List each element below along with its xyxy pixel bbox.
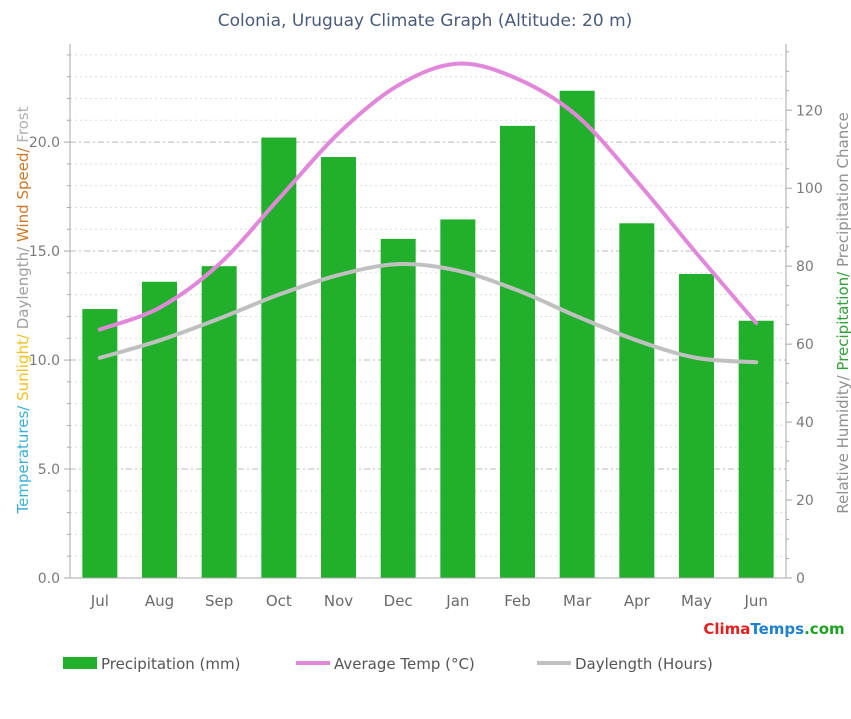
series-lines: [97, 61, 759, 365]
left-tick-label: 10.0: [29, 353, 60, 369]
right-axis-ticks: 0 20 40 60 80 100 120: [796, 103, 823, 587]
watermark: ClimaTemps.com: [703, 620, 844, 638]
month-label: Oct: [266, 592, 292, 610]
right-axis-label: Relative Humidity/ Precipitation/ Precip…: [834, 112, 851, 513]
legend: Precipitation (mm) Average Temp (°C) Dayle…: [63, 655, 713, 673]
right-axis-label-part: Precipitation/: [834, 267, 851, 371]
month-label: May: [681, 592, 712, 610]
month-label: Feb: [504, 592, 531, 610]
left-axis-label-part: Temperatures/: [14, 401, 32, 515]
precipitation-bar: [380, 238, 416, 579]
precipitation-bar: [82, 309, 118, 578]
month-label: Dec: [384, 592, 413, 610]
left-axis-ticks: 0.0 5.0 10.0 15.0 20.0: [29, 135, 60, 587]
grid-lines: [70, 54, 786, 557]
legend-label-temp: Average Temp (°C): [334, 655, 475, 673]
daylength-line: [97, 262, 759, 365]
precipitation-bar: [500, 125, 535, 579]
month-label: Jan: [445, 592, 469, 610]
left-tick-label: 15.0: [29, 244, 60, 260]
right-tick-label: 120: [796, 103, 823, 119]
watermark-part2: Temps: [750, 620, 804, 638]
right-axis-label-part: Precipitation Chance: [834, 112, 851, 267]
precipitation-bar: [559, 90, 595, 579]
left-tick-label: 5.0: [38, 462, 60, 478]
precipitation-bar: [142, 281, 177, 578]
average-temp-line: [97, 61, 759, 332]
right-tick-label: 100: [796, 181, 823, 197]
left-axis-label-part: Wind Speed/: [14, 143, 32, 242]
month-label: Jun: [743, 592, 767, 610]
chart-title: Colonia, Uruguay Climate Graph (Altitude…: [218, 11, 633, 31]
month-label: Mar: [563, 592, 592, 610]
left-axis-label: Temperatures/ Sunlight/ Daylength/ Wind …: [14, 106, 32, 514]
month-label: Sep: [205, 592, 233, 610]
precipitation-bar: [440, 219, 476, 578]
left-axis-label-part: Daylength/: [14, 242, 32, 329]
precipitation-bar: [679, 273, 714, 578]
left-tick-label: 20.0: [29, 135, 60, 151]
precipitation-bar: [261, 137, 297, 579]
axes: [64, 44, 792, 579]
legend-label-daylength: Daylength (Hours): [575, 655, 713, 673]
right-tick-label: 40: [796, 415, 814, 431]
right-axis-label-part: Relative Humidity/: [834, 371, 851, 514]
legend-swatch-precipitation: [63, 657, 97, 669]
month-label: Jul: [90, 592, 109, 610]
month-label: Apr: [624, 592, 651, 610]
month-label: Aug: [145, 592, 174, 610]
legend-label-precipitation: Precipitation (mm): [101, 655, 240, 673]
month-label: Nov: [324, 592, 353, 610]
month-labels: Jul Aug Sep Oct Nov Dec Jan Feb Mar Apr May Jun: [90, 592, 768, 610]
watermark-part1: Clima: [703, 620, 750, 638]
right-tick-label: 80: [796, 259, 814, 275]
precipitation-bar: [619, 223, 655, 579]
left-tick-label: 0.0: [38, 571, 60, 587]
precipitation-bar: [738, 320, 774, 578]
right-tick-label: 20: [796, 493, 814, 509]
precipitation-bar: [321, 157, 356, 578]
left-axis-label-part: Sunlight/: [14, 329, 32, 401]
watermark-part3: .com: [804, 620, 845, 638]
right-tick-label: 60: [796, 337, 814, 353]
left-axis-label-part: Frost: [14, 106, 32, 142]
right-tick-label: 0: [796, 571, 805, 587]
